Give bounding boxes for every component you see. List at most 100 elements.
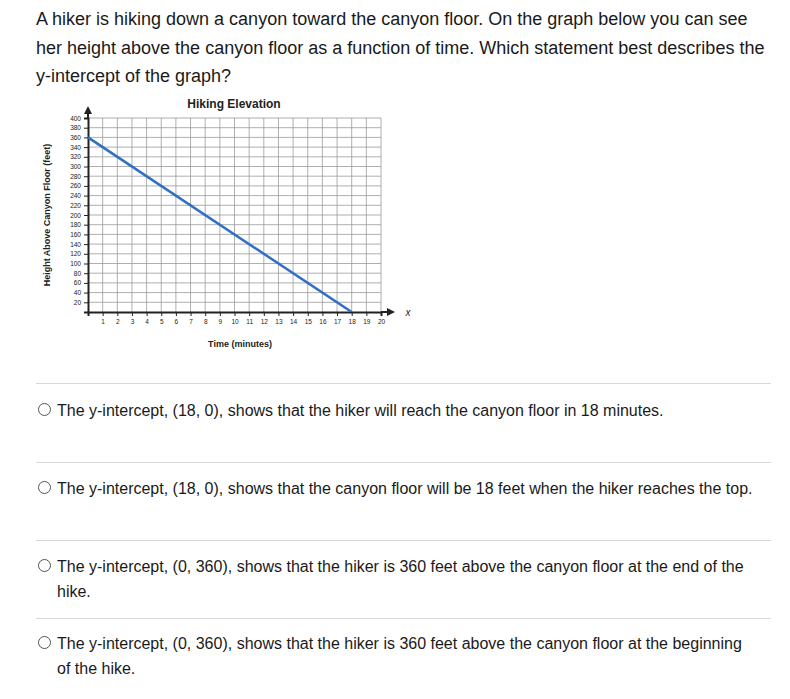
- tick-label: 40: [74, 289, 82, 296]
- tick-mark: [308, 312, 309, 316]
- tick: 13: [275, 312, 283, 325]
- tick-mark: [84, 234, 88, 235]
- tick-mark: [84, 196, 88, 197]
- tick-label: 3: [131, 318, 135, 325]
- grid-line: [175, 118, 176, 312]
- tick: 18: [349, 312, 357, 325]
- tick-mark: [84, 293, 88, 294]
- tick-label: 340: [70, 144, 81, 151]
- tick-mark: [84, 176, 88, 177]
- tick-mark: [264, 312, 265, 316]
- tick-mark: [176, 312, 177, 316]
- tick-label: 20: [74, 299, 82, 306]
- tick: 1: [101, 312, 105, 325]
- grid-line: [219, 118, 220, 312]
- tick-label: 17: [334, 318, 342, 325]
- tick: 60: [74, 279, 88, 286]
- separator: [36, 462, 771, 463]
- tick: 40: [74, 289, 88, 296]
- tick-mark: [103, 312, 104, 316]
- tick-label: 240: [70, 192, 81, 199]
- tick-mark: [352, 312, 353, 316]
- tick: 200: [70, 212, 88, 219]
- tick-mark: [322, 312, 323, 316]
- radio-button[interactable]: [38, 559, 51, 572]
- tick-label: 360: [70, 134, 81, 141]
- tick-mark: [84, 244, 88, 245]
- x-axis: 1234567891011121314151617181920: [89, 312, 386, 325]
- tick-label: 7: [189, 318, 193, 325]
- tick-label: 9: [219, 318, 223, 325]
- tick: 240: [70, 192, 88, 199]
- tick: 80: [74, 270, 88, 277]
- tick-label: 19: [363, 318, 371, 325]
- tick-mark: [220, 312, 221, 316]
- tick: 6: [175, 312, 179, 325]
- tick-mark: [84, 118, 88, 119]
- radio-button[interactable]: [38, 636, 51, 649]
- tick-mark: [84, 302, 88, 303]
- tick: 280: [70, 173, 88, 180]
- axis-symbol: x: [405, 307, 412, 318]
- tick-mark: [84, 283, 88, 284]
- option-text[interactable]: The y-intercept, (18, 0), shows that the…: [57, 398, 757, 423]
- option-text[interactable]: The y-intercept, (0, 360), shows that th…: [57, 631, 757, 681]
- question-text: A hiker is hiking down a canyon toward t…: [36, 5, 776, 91]
- option-text[interactable]: The y-intercept, (0, 360), shows that th…: [57, 554, 757, 604]
- tick-mark: [278, 312, 279, 316]
- tick: 260: [70, 182, 88, 189]
- tick: 20: [74, 299, 88, 306]
- tick: 380: [70, 124, 88, 131]
- tick-mark: [84, 254, 88, 255]
- y-axis: 2040608010012014016018020022024026028030…: [70, 115, 88, 313]
- tick-label: 60: [74, 279, 82, 286]
- tick-label: 300: [70, 163, 81, 170]
- tick-label: 15: [305, 318, 313, 325]
- tick-label: 380: [70, 124, 81, 131]
- tick-mark: [84, 225, 88, 226]
- tick: 9: [219, 312, 223, 325]
- tick-label: 8: [204, 318, 208, 325]
- grid-line: [263, 118, 264, 312]
- tick: 120: [70, 250, 88, 257]
- data-line: [88, 137, 352, 312]
- tick-label: 14: [290, 318, 298, 325]
- radio-button[interactable]: [38, 481, 51, 494]
- tick: 340: [70, 144, 88, 151]
- grid-line: [234, 118, 235, 312]
- tick-mark: [84, 264, 88, 265]
- tick: 20: [378, 312, 386, 325]
- radio-button[interactable]: [38, 403, 51, 416]
- tick-mark: [147, 312, 148, 316]
- tick-label: 12: [261, 318, 269, 325]
- tick-label: 6: [175, 318, 179, 325]
- tick-mark: [84, 186, 88, 187]
- tick-label: 260: [70, 182, 81, 189]
- grid-line: [278, 118, 279, 312]
- tick-mark: [84, 167, 88, 168]
- grid-line: [337, 118, 338, 312]
- tick: 4: [145, 312, 149, 325]
- tick: 11: [246, 312, 253, 325]
- tick-label: 13: [275, 318, 283, 325]
- option-text[interactable]: The y-intercept, (18, 0), shows that the…: [57, 476, 757, 501]
- grid-line: [381, 118, 382, 312]
- tick-mark: [235, 312, 236, 316]
- tick-label: 10: [231, 318, 239, 325]
- y-axis-title: Height Above Canyon Floor (feet): [42, 144, 52, 287]
- grid-line: [322, 118, 323, 312]
- tick: 220: [70, 202, 88, 209]
- chart: 1234567891011121314151617181920204060801…: [0, 0, 790, 370]
- plot-area: [88, 137, 352, 312]
- separator: [36, 540, 771, 541]
- tick: 300: [70, 163, 88, 170]
- tick-mark: [84, 147, 88, 148]
- tick-mark: [132, 312, 133, 316]
- tick-mark: [337, 312, 338, 316]
- tick-mark: [84, 157, 88, 158]
- tick-label: 80: [74, 270, 82, 277]
- tick: 320: [70, 153, 88, 160]
- tick-mark: [84, 128, 88, 129]
- tick-label: 160: [70, 231, 81, 238]
- grid-line: [117, 118, 118, 312]
